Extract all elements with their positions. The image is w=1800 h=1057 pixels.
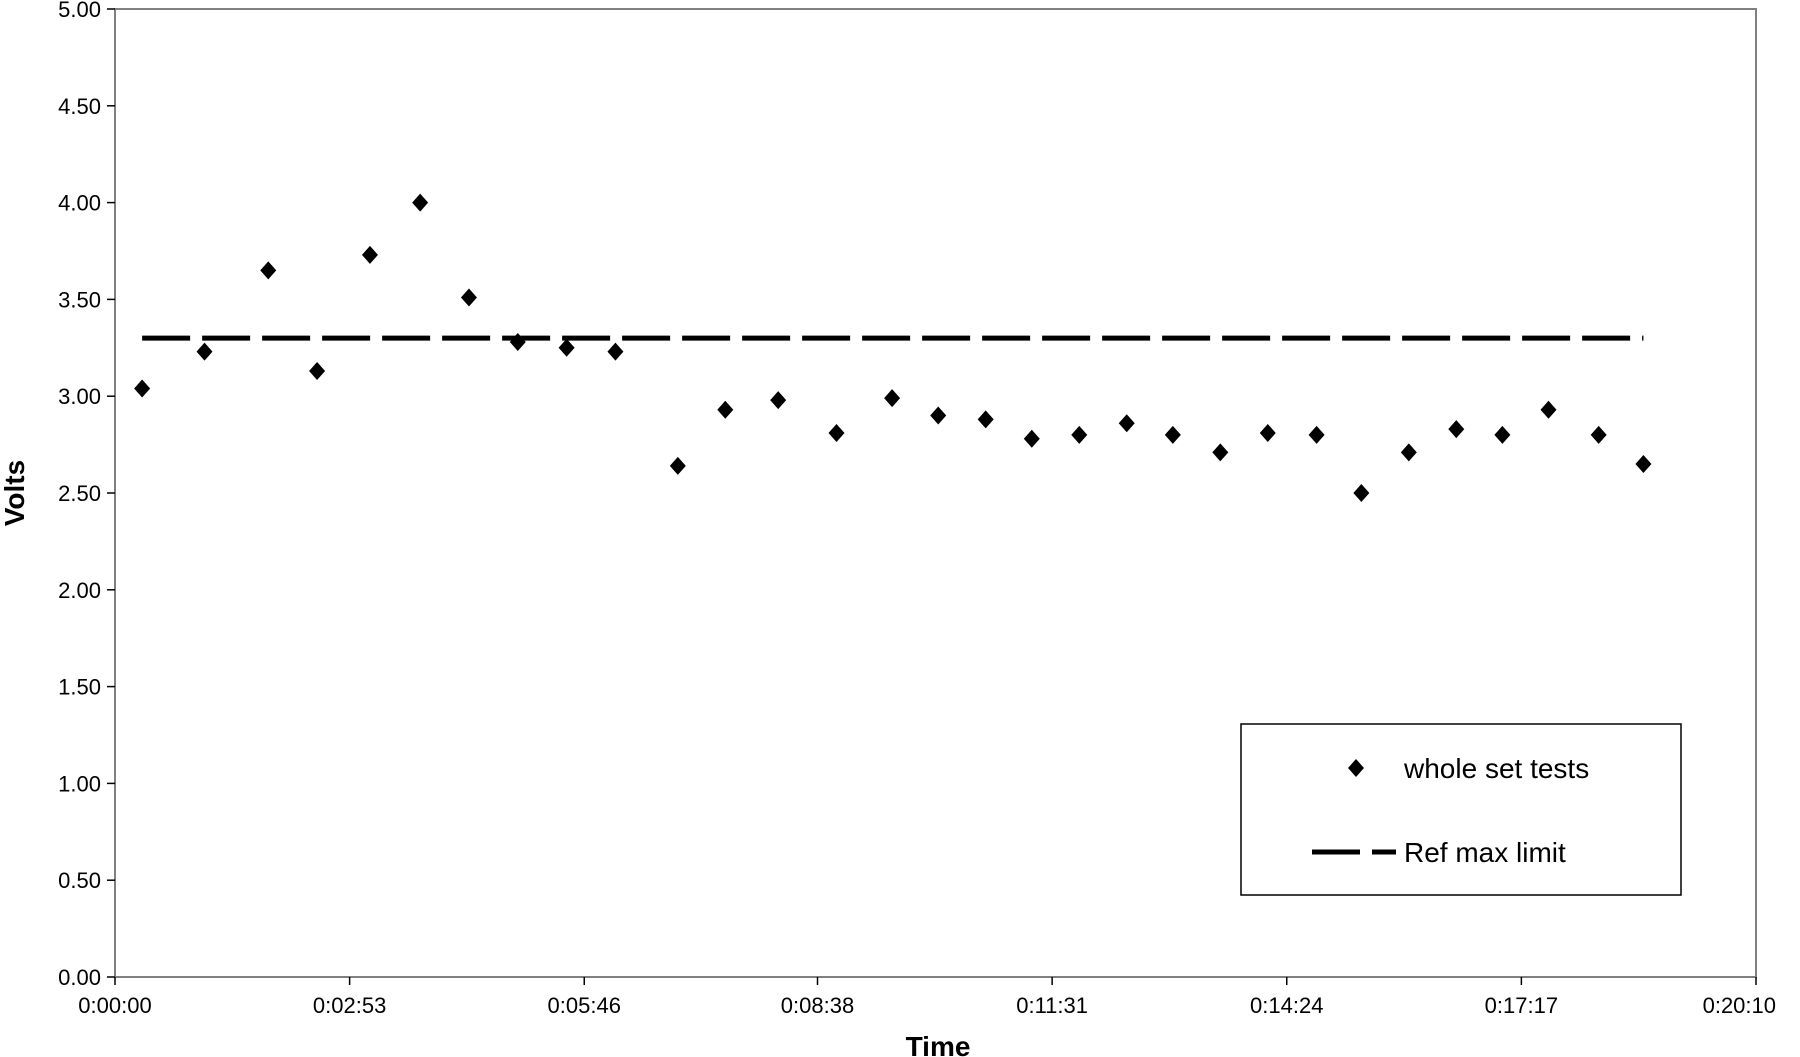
y-tick-label: 0.00 [58, 965, 101, 990]
data-point [1023, 429, 1040, 448]
data-point [884, 389, 901, 408]
y-tick-label: 0.50 [58, 868, 101, 893]
y-tick-label: 3.00 [58, 384, 101, 409]
data-point [1635, 454, 1652, 473]
legend-box [1240, 723, 1682, 896]
x-tick-label: 0:17:17 [1485, 993, 1558, 1018]
data-point [828, 423, 845, 442]
series-layer [134, 193, 1652, 502]
data-point [1212, 443, 1229, 462]
data-point [1259, 423, 1276, 442]
data-point [1400, 443, 1417, 462]
legend: whole set tests Ref max limit [1240, 723, 1682, 896]
y-tick-label: 1.50 [58, 675, 101, 700]
data-point [1353, 484, 1370, 502]
x-tick-label: 0:20:10 [1703, 993, 1776, 1018]
data-point [607, 342, 624, 361]
data-point [309, 362, 326, 381]
x-tick-label: 0:00:00 [78, 993, 151, 1018]
data-point [1448, 420, 1465, 439]
legend-label-whole-set-tests: whole set tests [1403, 753, 1589, 784]
x-tick-label: 0:14:24 [1250, 993, 1323, 1018]
y-tick-label: 2.00 [58, 578, 101, 603]
y-tick-label: 2.50 [58, 481, 101, 506]
data-point [558, 338, 575, 357]
data-point [930, 406, 947, 425]
data-point [196, 342, 213, 361]
legend-diamond-marker [1348, 759, 1364, 777]
y-axis-title: Volts [0, 460, 30, 526]
data-point [1164, 425, 1181, 444]
data-point [669, 456, 686, 475]
y-axis: 0.00 0.50 1.00 1.50 2.00 2.50 3.00 3.50 4.00 4.50… [58, 0, 115, 990]
data-point [770, 391, 787, 410]
data-point [460, 288, 477, 307]
x-axis-title: Time [906, 1031, 971, 1057]
data-point [1590, 425, 1607, 444]
data-point [361, 245, 378, 264]
x-tick-label: 0:05:46 [548, 993, 621, 1018]
x-tick-label: 0:02:53 [313, 993, 386, 1018]
legend-label-ref-max-limit: Ref max limit [1404, 837, 1566, 868]
y-tick-label: 1.00 [58, 771, 101, 796]
x-tick-label: 0:08:38 [781, 993, 854, 1018]
y-tick-label: 3.50 [58, 287, 101, 312]
data-point [412, 193, 429, 212]
data-point [1494, 425, 1511, 444]
x-axis: 0:00:00 0:02:53 0:05:46 0:08:38 0:11:31 0:14:… [78, 977, 1776, 1018]
data-point [717, 400, 734, 419]
y-tick-label: 4.50 [58, 94, 101, 119]
data-point [1071, 425, 1088, 444]
data-point [1118, 414, 1135, 433]
data-point [134, 379, 151, 398]
y-tick-label: 4.00 [58, 191, 101, 216]
y-tick-label: 5.00 [58, 0, 101, 22]
data-point [1540, 400, 1557, 419]
x-tick-label: 0:11:31 [1016, 993, 1088, 1018]
data-point [1308, 425, 1325, 444]
data-point [977, 410, 994, 429]
data-point [260, 261, 277, 280]
